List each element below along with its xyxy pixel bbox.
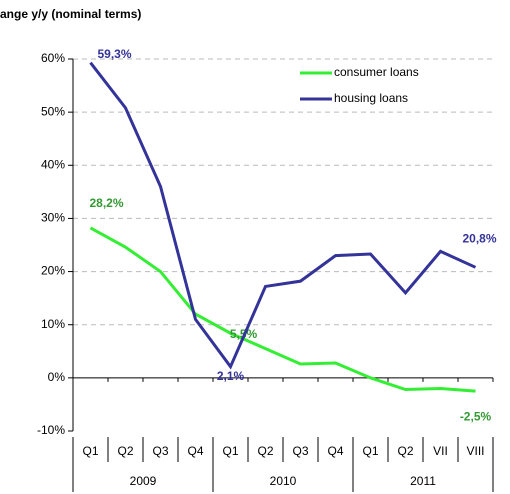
data-label: 2,1% [217, 369, 245, 383]
x-tick-label: Q3 [292, 444, 308, 458]
legend-label: consumer loans [334, 65, 419, 79]
x-tick-label: Q2 [117, 444, 133, 458]
group-label: 2010 [270, 474, 297, 488]
x-tick-label: VIII [466, 444, 484, 458]
y-tick-label: 20% [41, 264, 65, 278]
x-tick-label: Q1 [222, 444, 238, 458]
data-label: 28,2% [89, 196, 123, 210]
y-tick-label: -10% [37, 423, 65, 437]
x-tick-label: Q2 [397, 444, 413, 458]
y-tick-label: 30% [41, 211, 65, 225]
data-label: 59,3% [97, 47, 131, 61]
x-tick-label: Q1 [362, 444, 378, 458]
x-tick-label: Q3 [152, 444, 168, 458]
x-tick-label: Q4 [327, 444, 343, 458]
x-tick-label: VII [433, 444, 448, 458]
y-tick-label: 60% [41, 51, 65, 65]
series-line [89, 226, 476, 393]
legend-label: housing loans [334, 91, 408, 105]
y-tick-label: 50% [41, 104, 65, 118]
data-label: -2,5% [460, 409, 492, 423]
y-tick-label: 10% [41, 317, 65, 331]
x-tick-label: Q2 [257, 444, 273, 458]
group-label: 2009 [130, 474, 157, 488]
data-label: 20,8% [462, 231, 496, 245]
x-tick-label: Q1 [82, 444, 98, 458]
y-tick-label: 0% [48, 370, 66, 384]
y-tick-label: 40% [41, 157, 65, 171]
series-line [89, 61, 477, 370]
group-label: 2011 [410, 474, 436, 488]
x-tick-label: Q4 [187, 444, 203, 458]
chart-title: ange y/y (nominal terms) [0, 7, 141, 21]
